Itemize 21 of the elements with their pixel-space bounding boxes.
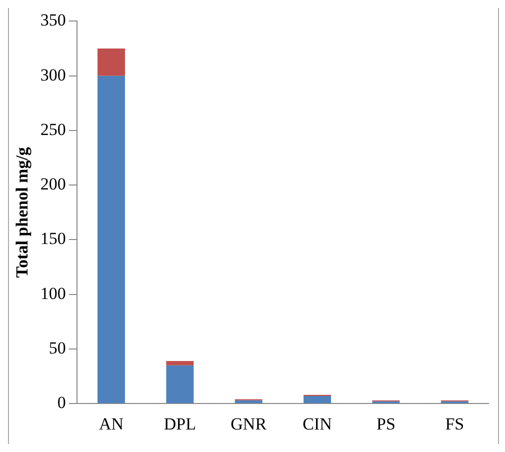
y-axis-title: Total phenol mg/g — [12, 146, 32, 278]
bar — [166, 360, 194, 366]
y-tick-label: 350 — [40, 10, 66, 30]
bar — [98, 76, 125, 404]
x-tick-label: AN — [98, 414, 124, 434]
y-tick-label: 200 — [40, 174, 66, 194]
x-tick-label: FS — [445, 414, 464, 434]
y-tick-label: 150 — [40, 229, 66, 248]
x-tick-label: CIN — [302, 414, 332, 434]
y-tick-label: 300 — [40, 65, 66, 84]
bar — [234, 400, 262, 404]
y-tick-label: 50 — [48, 338, 66, 358]
x-tick-label: GNR — [230, 414, 268, 434]
x-tick-label: DPL — [164, 414, 196, 434]
bar — [166, 365, 194, 404]
bar — [98, 48, 125, 76]
y-tick-label: 0 — [57, 393, 66, 412]
x-tick-label: PS — [376, 414, 396, 434]
bar — [304, 396, 332, 404]
y-tick-label: 100 — [40, 284, 66, 303]
y-tick-label: 250 — [40, 120, 66, 139]
